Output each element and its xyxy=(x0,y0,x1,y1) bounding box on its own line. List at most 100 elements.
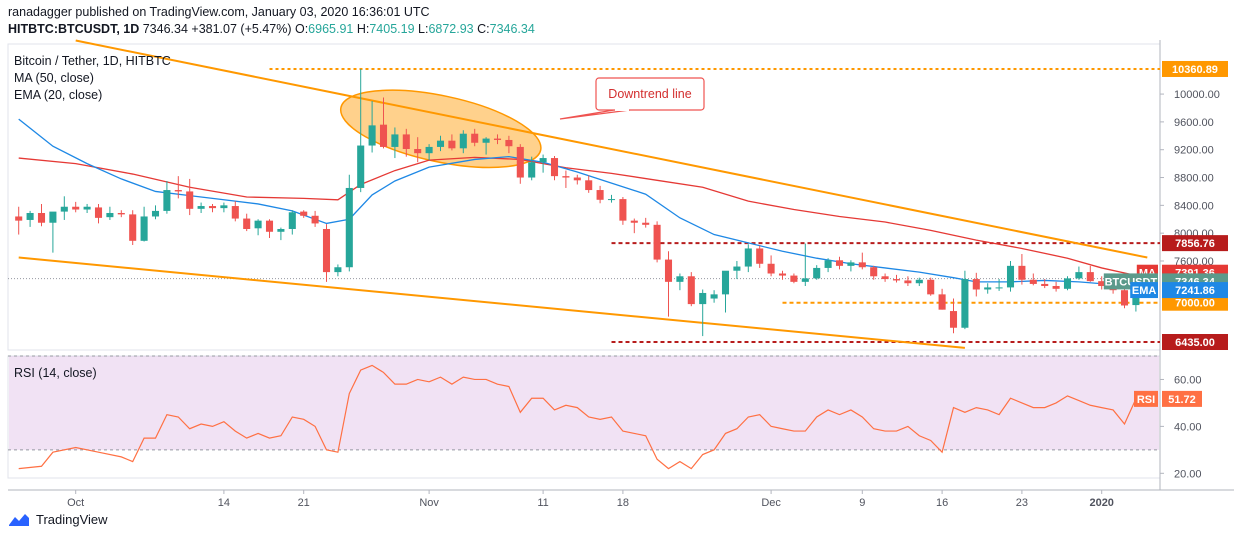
candle-down xyxy=(94,203,103,224)
candle-down xyxy=(117,210,125,218)
candle-down xyxy=(174,176,182,199)
candle-down xyxy=(208,203,217,213)
x-tick-label: 2020 xyxy=(1089,497,1113,509)
candle-body xyxy=(573,177,581,181)
candle-up xyxy=(197,202,205,213)
candle-down xyxy=(585,175,593,193)
candle-up xyxy=(961,270,969,330)
candle-up xyxy=(801,243,809,287)
candle-down xyxy=(596,185,604,204)
price-tick-label: 10000.00 xyxy=(1174,89,1220,101)
candle-body xyxy=(265,220,274,232)
candle-body xyxy=(402,134,410,150)
candle-up xyxy=(824,258,832,273)
callout-box xyxy=(595,77,705,111)
rsi-legend: RSI (14, close) xyxy=(14,366,97,380)
candle-down xyxy=(949,298,958,334)
candle-body xyxy=(801,278,809,282)
candle-body xyxy=(892,279,901,281)
candle-body xyxy=(516,146,524,178)
candle-body xyxy=(995,287,1003,289)
candle-up xyxy=(345,174,353,272)
candle-body xyxy=(767,263,775,274)
rsi-tick-label: 20.00 xyxy=(1174,468,1202,480)
candle-body xyxy=(904,280,912,284)
candle-down xyxy=(1029,273,1037,286)
candle-body xyxy=(756,248,764,264)
candle-body xyxy=(83,206,91,210)
candle-up xyxy=(710,290,718,303)
rsi-value-box xyxy=(1162,390,1202,407)
candle-down xyxy=(790,273,798,284)
level-resistance-label: 7856.76 xyxy=(1175,238,1215,250)
candle-down xyxy=(938,288,946,310)
candle-body xyxy=(300,211,308,216)
x-tick-label: Nov xyxy=(419,497,439,509)
candle-body xyxy=(539,158,547,163)
candle-down xyxy=(265,219,274,239)
downtrend-lower-line xyxy=(18,256,965,349)
downtrend-annotation-label: Downtrend line xyxy=(608,87,691,101)
ema20-line xyxy=(18,118,1136,287)
candle-body xyxy=(585,180,593,191)
level-resistance-box xyxy=(1162,235,1228,252)
open-value: 6965.91 xyxy=(308,22,354,36)
symbol-ohlc-line: HITBTC:BTCUSDT, 1D 7346.34 +381.07 (+5.4… xyxy=(8,22,535,36)
candle-up xyxy=(277,227,285,241)
candle-body xyxy=(710,294,718,299)
x-tick-label: 14 xyxy=(218,497,230,509)
candle-down xyxy=(471,128,479,147)
candle-body xyxy=(26,212,34,220)
level-top-label: 10360.89 xyxy=(1172,64,1218,76)
tradingview-logo-icon xyxy=(9,513,29,526)
chart-title-legend: Bitcoin / Tether, 1D, HITBTC xyxy=(14,54,171,68)
candle-up xyxy=(847,260,855,272)
close-value: 7346.34 xyxy=(489,22,535,36)
candle-body xyxy=(357,145,365,188)
candle-up xyxy=(482,137,490,155)
candle-down xyxy=(881,273,889,282)
ma50-line xyxy=(18,156,1137,277)
candle-body xyxy=(744,248,752,267)
candle-body xyxy=(607,199,616,201)
candle-body xyxy=(334,267,342,273)
candle-up xyxy=(984,283,992,294)
candle-body xyxy=(824,260,832,268)
candle-down xyxy=(1086,265,1094,282)
candle-down xyxy=(129,210,137,245)
candle-body xyxy=(345,187,353,268)
candle-down xyxy=(300,210,308,218)
candle-up xyxy=(539,154,547,173)
ema-tag-name: EMA xyxy=(1132,285,1157,297)
candle-body xyxy=(425,146,433,154)
x-tick-label: 11 xyxy=(537,497,548,509)
x-tick-label: 18 xyxy=(617,497,629,509)
candle-body xyxy=(459,133,467,149)
rsi-pane xyxy=(7,355,1161,479)
candle-up xyxy=(83,203,91,213)
candle-down xyxy=(1052,281,1060,292)
candle-up xyxy=(425,144,433,161)
candle-body xyxy=(220,205,228,209)
candle-body xyxy=(1075,272,1083,279)
candle-down xyxy=(892,274,901,283)
candle-body xyxy=(243,218,251,229)
candle-down xyxy=(37,203,46,227)
candle-body xyxy=(254,220,262,229)
candle-up xyxy=(60,196,68,220)
ema-tag-name-box xyxy=(1130,282,1158,299)
candle-down xyxy=(493,134,502,145)
candle-body xyxy=(642,222,650,225)
candle-down xyxy=(562,170,570,188)
candle-down xyxy=(687,272,695,307)
candle-down xyxy=(186,178,194,216)
candle-up xyxy=(607,194,616,203)
candle-down xyxy=(767,255,775,277)
candle-up xyxy=(699,289,707,337)
tradingview-logo[interactable]: TradingView xyxy=(8,512,108,527)
low-value: 6872.93 xyxy=(428,22,474,36)
candle-up xyxy=(368,101,376,153)
candle-up xyxy=(744,244,752,273)
close-label: C: xyxy=(477,22,490,36)
